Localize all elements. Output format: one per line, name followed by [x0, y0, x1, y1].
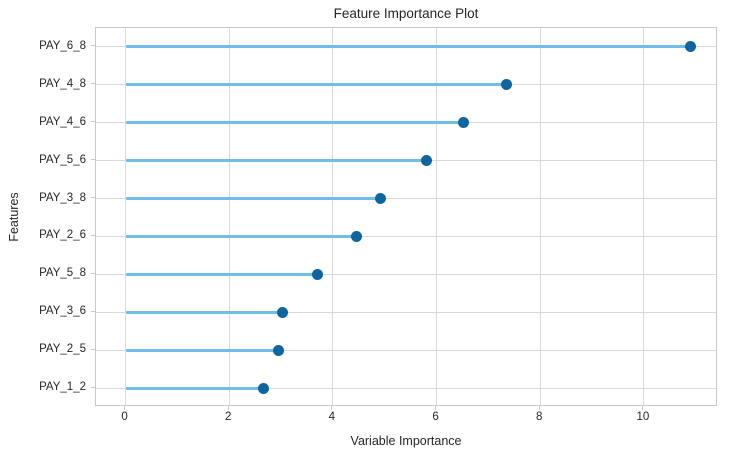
gridline-vertical	[643, 28, 645, 405]
data-point-dot	[277, 306, 289, 318]
y-tick-label: PAY_5_8	[39, 267, 86, 280]
stem-line	[125, 197, 381, 201]
data-point-dot	[273, 344, 285, 356]
data-point-dot	[350, 230, 362, 242]
chart-title: Feature Importance Plot	[333, 6, 479, 21]
y-tick-mark	[91, 45, 95, 47]
y-tick-mark	[91, 348, 95, 350]
gridline-horizontal	[96, 273, 716, 275]
gridline-vertical	[539, 28, 541, 405]
stem-line	[125, 272, 318, 276]
x-axis-label: Variable Importance	[350, 434, 462, 448]
data-point-dot	[312, 268, 324, 280]
x-tick-label: 4	[328, 411, 336, 423]
y-tick-label: PAY_4_6	[39, 115, 86, 128]
y-tick-mark	[91, 197, 95, 199]
stem-line	[125, 45, 690, 49]
x-tick-label: 8	[536, 411, 543, 423]
x-tick-mark	[435, 406, 437, 410]
data-point-dot	[258, 382, 270, 394]
y-tick-label: PAY_5_6	[39, 153, 86, 166]
y-tick-mark	[91, 83, 95, 85]
gridline-horizontal	[96, 387, 716, 389]
x-tick-mark	[124, 406, 126, 410]
stem-line	[125, 310, 283, 314]
y-tick-mark	[91, 272, 95, 274]
y-tick-label: PAY_6_8	[39, 39, 86, 52]
gridline-horizontal	[96, 349, 716, 351]
stem-line	[125, 83, 507, 87]
y-tick-mark	[91, 310, 95, 312]
x-tick-label: 10	[636, 411, 650, 423]
y-tick-label: PAY_2_6	[39, 229, 86, 242]
gridline-vertical	[125, 28, 127, 405]
plot-area	[95, 27, 717, 406]
data-point-dot	[457, 117, 469, 129]
x-tick-label: 2	[225, 411, 232, 423]
stem-line	[125, 159, 427, 163]
y-tick-label: PAY_4_8	[39, 77, 86, 90]
y-tick-mark	[91, 159, 95, 161]
y-tick-label: PAY_3_8	[39, 191, 86, 204]
data-point-dot	[420, 155, 432, 167]
gridline-horizontal	[96, 311, 716, 313]
stem-line	[125, 386, 264, 390]
gridline-horizontal	[96, 235, 716, 237]
y-tick-mark	[91, 386, 95, 388]
y-tick-label: PAY_3_6	[39, 305, 86, 318]
y-tick-mark	[91, 121, 95, 123]
gridline-vertical	[332, 28, 334, 405]
data-point-dot	[501, 79, 513, 91]
stem-line	[125, 121, 464, 125]
data-point-dot	[684, 41, 696, 53]
y-tick-label: PAY_2_5	[39, 343, 86, 356]
x-tick-label: 0	[121, 411, 128, 423]
y-tick-label: PAY_1_2	[39, 381, 86, 394]
y-tick-mark	[91, 234, 95, 236]
gridline-horizontal	[96, 198, 716, 200]
gridline-vertical	[436, 28, 438, 405]
x-tick-mark	[642, 406, 644, 410]
stem-line	[125, 348, 279, 352]
y-axis-label: Features	[7, 192, 21, 242]
data-point-dot	[375, 193, 387, 205]
x-tick-mark	[538, 406, 540, 410]
x-tick-mark	[227, 406, 229, 410]
x-tick-mark	[331, 406, 333, 410]
stem-line	[125, 234, 357, 238]
x-tick-label: 6	[432, 411, 439, 423]
gridline-vertical	[228, 28, 230, 405]
